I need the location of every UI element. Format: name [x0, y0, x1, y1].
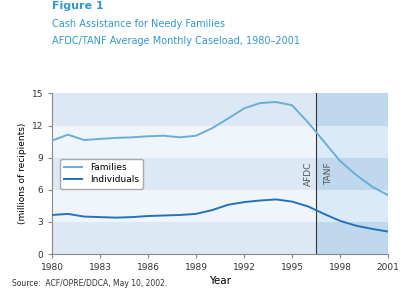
Individuals: [322, 212, 326, 215]
Families: [370, 185, 374, 188]
Text: Source:  ACF/OPRE/DDCA, May 10, 2002.: Source: ACF/OPRE/DDCA, May 10, 2002.: [12, 279, 167, 288]
Bar: [52, 93, 316, 126]
Individuals: [146, 214, 150, 218]
Families: [226, 117, 230, 120]
Bar: [52, 190, 316, 222]
X-axis label: Year: Year: [209, 276, 231, 286]
Families: [194, 134, 198, 138]
Families: [354, 173, 358, 177]
Bar: [52, 158, 316, 190]
Families: [290, 103, 294, 107]
Families: [114, 136, 118, 140]
Individuals: [130, 215, 134, 219]
Individuals: [370, 227, 374, 231]
Individuals: [66, 212, 70, 215]
Individuals: [338, 219, 342, 223]
Text: Cash Assistance for Needy Families: Cash Assistance for Needy Families: [52, 19, 225, 29]
Families: [242, 107, 246, 110]
Individuals: [274, 198, 278, 201]
Y-axis label: (millions of recipients): (millions of recipients): [18, 123, 27, 225]
Families: [210, 126, 214, 130]
Bar: [52, 126, 316, 158]
Individuals: [354, 224, 358, 227]
Individuals: [50, 213, 54, 217]
Legend: Families, Individuals: Families, Individuals: [60, 159, 143, 189]
Individuals: [194, 212, 198, 215]
Bar: [316, 190, 388, 222]
Families: [306, 121, 310, 124]
Families: [130, 135, 134, 139]
Families: [386, 193, 390, 197]
Families: [162, 134, 166, 138]
Families: [146, 135, 150, 138]
Families: [50, 139, 54, 142]
Families: [274, 100, 278, 104]
Line: Individuals: Individuals: [52, 199, 388, 232]
Individuals: [386, 230, 390, 233]
Text: AFDC/TANF Average Monthly Caseload, 1980–2001: AFDC/TANF Average Monthly Caseload, 1980…: [52, 36, 300, 46]
Families: [338, 159, 342, 163]
Bar: [316, 158, 388, 190]
Individuals: [178, 213, 182, 217]
Text: TANF: TANF: [324, 162, 333, 185]
Families: [322, 140, 326, 143]
Families: [258, 101, 262, 105]
Families: [98, 137, 102, 141]
Bar: [316, 222, 388, 254]
Families: [178, 135, 182, 139]
Families: [66, 133, 70, 136]
Families: [82, 138, 86, 142]
Individuals: [258, 199, 262, 202]
Individuals: [82, 215, 86, 218]
Individuals: [290, 200, 294, 203]
Individuals: [98, 215, 102, 219]
Text: AFDC: AFDC: [304, 161, 312, 186]
Individuals: [114, 216, 118, 219]
Individuals: [210, 208, 214, 212]
Individuals: [226, 203, 230, 206]
Individuals: [242, 200, 246, 204]
Line: Families: Families: [52, 102, 388, 195]
Individuals: [162, 214, 166, 217]
Text: Figure 1: Figure 1: [52, 1, 104, 11]
Bar: [316, 93, 388, 126]
Individuals: [306, 205, 310, 208]
Bar: [52, 222, 316, 254]
Bar: [316, 126, 388, 158]
